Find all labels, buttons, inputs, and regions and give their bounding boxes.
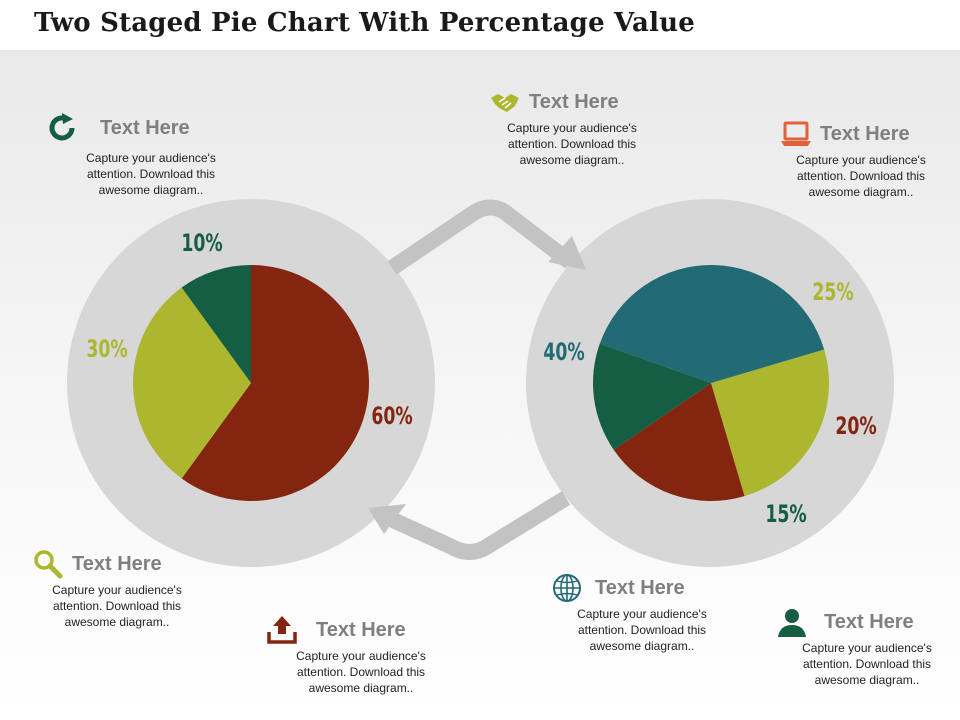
flow-arrow-top-head: [548, 236, 586, 270]
callout-title: Text Here: [316, 618, 406, 641]
pie-1-label-30: 30%: [86, 335, 127, 363]
callout-upload: Text Here Capture your audience's attent…: [266, 614, 426, 696]
pie-percentage-labels: 60% 30% 10% 25% 20% 15% 40%: [86, 229, 876, 528]
pie-1-slice-10: [181, 265, 251, 383]
globe-icon: [553, 574, 581, 602]
pie-2-slice-15: [592, 343, 711, 450]
flow-arrow-bottom-shaft: [380, 491, 571, 560]
callout-search: Text Here Capture your audience's attent…: [32, 548, 192, 630]
callout-user: Text Here Capture your audience's attent…: [776, 606, 936, 688]
callout-title: Text Here: [72, 552, 162, 575]
pie-2-slice-20: [613, 383, 745, 501]
callout-body: Capture your audience's attention. Downl…: [86, 151, 216, 197]
callout-title: Text Here: [595, 576, 685, 599]
pie-2-label-20: 20%: [835, 412, 876, 440]
page-title: Two Staged Pie Chart With Percentage Val…: [34, 8, 696, 38]
callout-title: Text Here: [529, 90, 619, 113]
pie-chart-2: [592, 265, 829, 501]
laptop-icon: [781, 121, 811, 146]
callout-body: Capture your audience's attention. Downl…: [796, 153, 926, 199]
pie-2-label-40: 40%: [543, 338, 584, 366]
pie-1-slice-30: [133, 287, 251, 479]
callout-globe: Text Here Capture your audience's attent…: [551, 572, 711, 654]
callout-title: Text Here: [820, 122, 910, 145]
pie-chart-1: [133, 265, 370, 501]
pie-2-slice-40: [599, 265, 825, 383]
flow-arrow-top-shaft: [387, 199, 575, 275]
upload-icon: [267, 616, 297, 644]
pie-2-label-15: 15%: [765, 500, 806, 528]
pie-2-slice-25: [711, 349, 829, 497]
callout-body: Capture your audience's attention. Downl…: [802, 641, 932, 687]
callout-title: Text Here: [824, 610, 914, 633]
callout-body: Capture your audience's attention. Downl…: [52, 583, 182, 629]
search-icon: [34, 550, 63, 579]
user-icon: [778, 609, 806, 637]
callout-body: Capture your audience's attention. Downl…: [296, 649, 426, 695]
callout-refresh: Text Here Capture your audience's attent…: [46, 112, 216, 198]
callout-title: Text Here: [100, 116, 190, 139]
callout-laptop: Text Here Capture your audience's attent…: [780, 118, 940, 200]
handshake-icon: [491, 94, 519, 112]
pie-1-label-10: 10%: [181, 229, 222, 257]
flow-arrow-bottom-head: [368, 504, 406, 534]
pie-1-label-60: 60%: [371, 402, 412, 430]
callout-body: Capture your audience's attention. Downl…: [577, 607, 707, 653]
pie-1-slice-60: [181, 265, 370, 501]
callout-handshake: Text Here Capture your audience's attent…: [489, 86, 649, 168]
callout-body: Capture your audience's attention. Downl…: [507, 121, 637, 167]
refresh-icon: [49, 113, 75, 141]
pie-2-label-25: 25%: [812, 278, 853, 306]
